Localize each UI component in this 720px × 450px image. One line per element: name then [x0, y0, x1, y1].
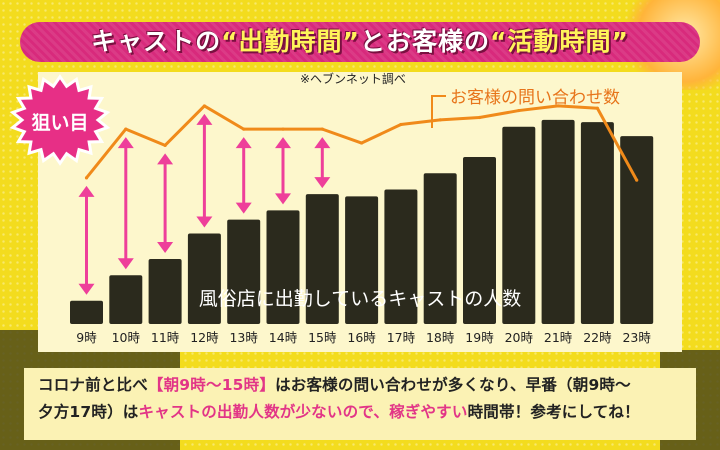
arrow-head [196, 216, 213, 228]
line-point [202, 104, 206, 108]
bar [109, 275, 143, 324]
x-tick-label: 10時 [112, 330, 141, 345]
bar [620, 136, 654, 324]
x-tick-label: 19時 [465, 330, 494, 345]
gap-arrow [314, 137, 331, 189]
arrow-head [275, 193, 291, 205]
footer-text: 夕方17時）は [38, 403, 139, 421]
arrow-head [117, 258, 134, 270]
gap-arrow [275, 137, 291, 205]
line-point [360, 141, 364, 145]
x-tick-label: 14時 [269, 330, 298, 345]
x-tick-label: 12時 [190, 330, 219, 345]
title-middle: とお客様の [360, 27, 491, 56]
arrow-head [235, 202, 252, 214]
x-tick-label: 11時 [151, 330, 180, 345]
line-series-label: お客様の問い合わせ数 [450, 88, 620, 108]
badge-starburst [9, 74, 111, 166]
source-note: ※ヘブンネット調べ [300, 72, 406, 86]
bar [187, 233, 221, 324]
line-point [517, 108, 521, 113]
footer-text: はお客様の問い合わせが多くなり、早番（朝9時〜 [275, 376, 631, 394]
line-point [84, 176, 89, 180]
bar [384, 189, 418, 324]
footer-text: 時間帯！参考にしてね！ [467, 403, 640, 421]
page-title: キャストの“出勤時間”とお客様の“活動時間” [20, 22, 700, 62]
bar [70, 300, 103, 324]
bar [580, 122, 614, 324]
line-label-leader [431, 95, 446, 128]
gap-arrow [235, 137, 252, 214]
arrow-head [157, 153, 174, 165]
x-tick-label: 23時 [622, 330, 651, 345]
arrow-head [78, 283, 95, 295]
gap-arrow [196, 113, 213, 228]
bar [345, 196, 379, 324]
line-point [595, 106, 600, 110]
arrow-head [117, 137, 134, 149]
x-tick-label: 20時 [505, 330, 534, 345]
line-point [399, 122, 403, 127]
footer-highlight: キャストの出勤人数が少ないので、稼ぎやすい [138, 403, 468, 421]
title-prefix: キャストの [91, 27, 222, 56]
footer-highlight: 【朝9時〜15時】 [147, 376, 276, 394]
arrow-head [235, 137, 252, 149]
arrow-head [78, 185, 95, 197]
gap-arrow [157, 153, 174, 254]
footer-note: コロナ前と比べ【朝9時〜15時】はお客様の問い合わせが多くなり、早番（朝9時〜夕… [38, 372, 688, 426]
footer-box [24, 368, 696, 440]
x-tick-label: 21時 [544, 330, 573, 345]
x-tick-label: 13時 [229, 330, 258, 345]
x-tick-label: 22時 [583, 330, 612, 345]
bar [148, 259, 182, 324]
bar [463, 156, 496, 324]
bar [305, 194, 339, 324]
line-point [477, 115, 482, 120]
bar [266, 210, 300, 324]
title-highlight: “活動時間” [490, 27, 629, 56]
line-point [438, 118, 442, 122]
badge-label: 狙い目 [31, 112, 88, 134]
line-point [281, 127, 285, 131]
line-point [163, 143, 167, 147]
line-point [124, 127, 128, 131]
bar [502, 126, 536, 324]
title-highlight: “出勤時間” [221, 27, 360, 56]
arrow-head [196, 113, 213, 125]
badge: 狙い目 [9, 74, 111, 166]
x-tick-label: 18時 [426, 330, 455, 345]
arrow-head [314, 177, 331, 189]
arrow-head [157, 242, 174, 254]
x-tick-label: 16時 [347, 330, 376, 345]
gap-arrow [117, 137, 134, 270]
x-tick-label: 15時 [308, 330, 337, 345]
title-banner [20, 22, 700, 62]
bar [423, 173, 457, 324]
x-tick-label: 17時 [387, 330, 416, 345]
footer-text: コロナ前と比べ [38, 376, 148, 394]
bar [541, 119, 575, 324]
line-point [320, 127, 324, 131]
bar [227, 219, 261, 324]
arrow-head [275, 137, 291, 149]
x-tick-label: 9時 [76, 330, 97, 345]
line-point [242, 127, 246, 131]
arrow-head [314, 137, 331, 149]
bar-series-label: 風俗店に出勤しているキャストの人数 [199, 288, 521, 310]
gap-arrow [78, 185, 95, 295]
line-point [556, 104, 560, 108]
line-point [635, 178, 639, 182]
